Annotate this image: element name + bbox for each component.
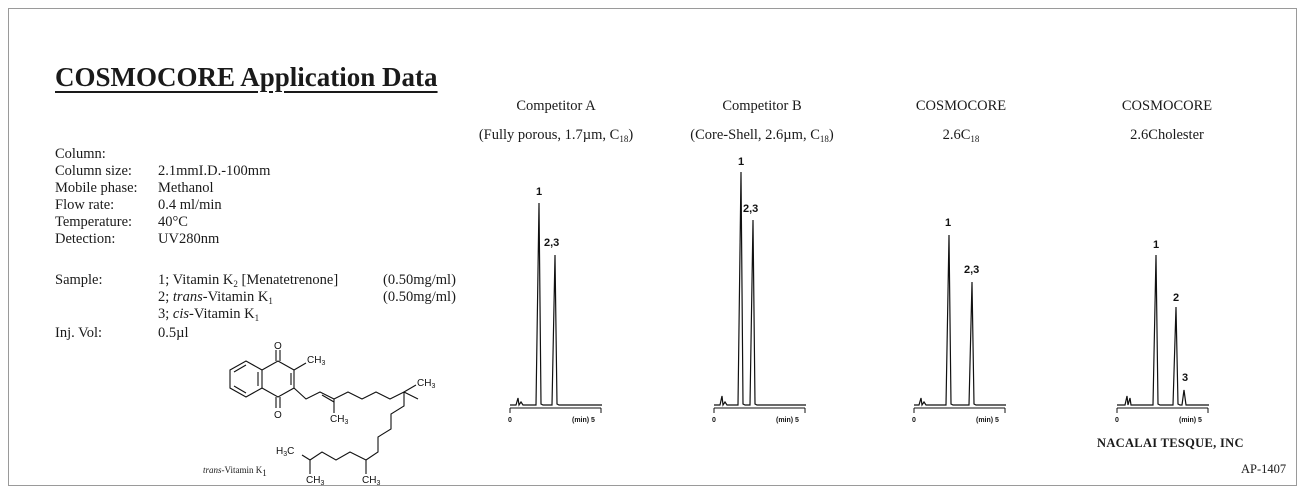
chrom-4-title-2-pre: 2.6Cholester	[1130, 127, 1204, 143]
sample-2: 2; trans-Vitamin K1	[158, 289, 273, 306]
sample-label: Sample:	[55, 272, 103, 288]
methyl-label-1: CH3	[307, 355, 325, 367]
column-size-value: 2.1mmI.D.-100mm	[158, 163, 271, 179]
chrom-2-title-2: (Core-Shell, 2.6µm, C18)	[690, 127, 834, 144]
sample-2-conc: (0.50mg/ml)	[383, 289, 456, 305]
chrom-1-peak-label-2: 2,3	[544, 237, 559, 249]
chrom-1-axis-end: (min) 5	[572, 417, 595, 424]
h3c-label: H3C	[276, 446, 294, 458]
sample-1-suffix: [Menatetrenone]	[237, 272, 339, 288]
chromatogram-3: 1 2,3 0 (min) 5	[912, 217, 1006, 424]
chrom-2-title-1: Competitor B	[722, 98, 802, 114]
chrom-2-title-2-post: )	[828, 127, 834, 143]
chrom-4-title-1: COSMOCORE	[1121, 98, 1213, 114]
chrom-1-peak-label-1: 1	[536, 186, 542, 198]
chrom-4-peak-label-2: 2	[1173, 292, 1179, 304]
chrom-1-axis-start: 0	[508, 417, 512, 424]
methyl-label-3: CH3	[417, 378, 435, 390]
sample-1-prefix: 1;	[158, 272, 173, 288]
chrom-2-title-2-sub: 18	[819, 134, 829, 144]
detection-label: Detection:	[55, 231, 116, 247]
flow-rate-label: Flow rate:	[55, 197, 115, 213]
chrom-2-axis-end: (min) 5	[776, 417, 799, 424]
inj-vol-label: Inj. Vol:	[55, 325, 103, 341]
sample-2-sub: 1	[268, 296, 273, 306]
chrom-3-title-2-pre: 2.6C	[942, 127, 971, 143]
chrom-2-peak-label-1: 1	[738, 156, 744, 168]
sample-1-sub: 2	[233, 279, 238, 289]
page-frame	[8, 8, 1297, 486]
chrom-1-title-1: Competitor A	[516, 98, 596, 114]
chrom-1-title-2-post: )	[628, 127, 634, 143]
chrom-3-title-2-sub: 18	[970, 134, 980, 144]
document-number: AP-1407	[1241, 462, 1287, 476]
molecule-caption-sub: 1	[262, 468, 267, 478]
chrom-4-axis-start: 0	[1115, 417, 1119, 424]
temperature-label: Temperature:	[55, 214, 133, 230]
column-size-label: Column size:	[55, 163, 132, 179]
sample-1-conc: (0.50mg/ml)	[383, 272, 456, 288]
chrom-2-peak-label-2: 2,3	[743, 203, 758, 215]
sample-2-prefix: 2;	[158, 289, 173, 305]
inj-vol-value: 0.5µl	[158, 325, 189, 341]
chrom-1-title-2-sub: 18	[619, 134, 629, 144]
mobile-phase-value: Methanol	[158, 180, 214, 196]
company-name: NACALAI TESQUE, INC	[1097, 436, 1244, 450]
chrom-2-title-2-pre: (Core-Shell, 2.6µm, C	[690, 127, 820, 143]
sample-3-italic: cis	[172, 306, 190, 322]
sample-3: 3; cis-Vitamin K1	[158, 306, 260, 323]
chrom-3-axis-start: 0	[912, 417, 916, 424]
sample-2-name: -Vitamin K	[202, 289, 269, 305]
chrom-1-title-2: (Fully porous, 1.7µm, C18)	[478, 127, 634, 144]
molecule-caption-text: -Vitamin K	[221, 465, 263, 475]
methyl-label-5: CH3	[306, 475, 324, 487]
molecule-caption: trans-Vitamin K1	[203, 465, 267, 478]
chrom-2-axis-start: 0	[712, 417, 716, 424]
chrom-4-peak-label-3: 3	[1182, 372, 1188, 384]
detection-value: UV280nm	[158, 231, 220, 247]
column-label: Column:	[55, 146, 106, 162]
sample-3-sub: 1	[254, 313, 260, 323]
sample-3-prefix: 3;	[158, 306, 173, 322]
page-title: COSMOCORE Application Data	[55, 62, 438, 92]
chrom-1-title-2-pre: (Fully porous, 1.7µm, C	[478, 127, 620, 143]
methyl-label-4: CH3	[362, 475, 380, 487]
mobile-phase-label: Mobile phase:	[55, 180, 138, 196]
methyl-label-2: CH3	[330, 414, 348, 426]
sample-1: 1; Vitamin K2 [Menatetrenone]	[158, 272, 339, 289]
chrom-4-peak-label-1: 1	[1153, 239, 1159, 251]
chrom-3-title-1: COSMOCORE	[915, 98, 1007, 114]
sample-1-name: Vitamin K	[172, 272, 234, 288]
chromatogram-4: 1 2 3 0 (min) 5	[1115, 239, 1209, 424]
vitamin-k1-structure-diagram: O O CH3 CH3 CH3 CH3 CH3 H3C	[229, 341, 435, 487]
molecule-caption-italic: trans	[203, 465, 222, 475]
temperature-value: 40°C	[158, 214, 188, 230]
flow-rate-value: 0.4 ml/min	[158, 197, 222, 213]
chrom-3-peak-label-1: 1	[945, 217, 951, 229]
chromatogram-2: 1 2,3 0 (min) 5	[712, 156, 806, 424]
sample-3-name: -Vitamin K	[189, 306, 255, 322]
chrom-3-peak-label-2: 2,3	[964, 264, 979, 276]
sample-2-italic: trans	[172, 289, 203, 305]
oxygen-bottom-label: O	[274, 410, 282, 421]
oxygen-top-label: O	[274, 341, 282, 352]
chrom-4-title-2: 2.6Cholester	[1130, 127, 1204, 143]
chromatogram-1: 1 2,3 0 (min) 5	[508, 186, 602, 424]
chrom-4-axis-end: (min) 5	[1179, 417, 1202, 424]
chrom-3-axis-end: (min) 5	[976, 417, 999, 424]
chrom-3-title-2: 2.6C18	[942, 127, 980, 144]
